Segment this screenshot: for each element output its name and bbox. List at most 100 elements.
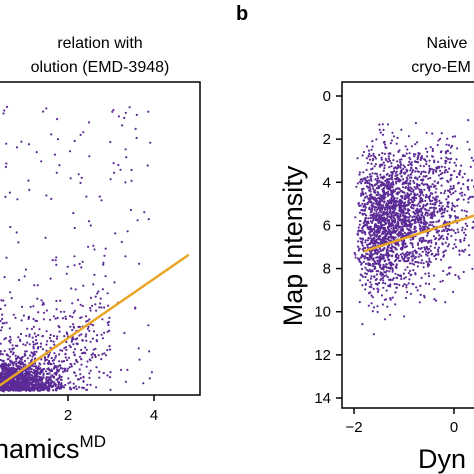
panel-a-point: [74, 385, 77, 388]
panel-b-point: [386, 220, 389, 223]
panel-b-point: [413, 155, 416, 158]
panel-a-point: [108, 348, 112, 351]
panel-a-point: [31, 371, 34, 374]
panel-b-point: [415, 141, 419, 144]
panel-b-point: [422, 262, 425, 265]
panel-b-y-tick-10: 10: [314, 304, 331, 321]
panel-a-point: [47, 355, 50, 358]
panel-a-point: [44, 236, 47, 239]
panel-b-point: [465, 210, 468, 213]
panel-b-point: [399, 215, 402, 218]
panel-b-point: [428, 213, 431, 216]
panel-b-y-tick-4: 4: [323, 174, 331, 191]
panel-b-point: [448, 161, 451, 164]
panel-b-point: [428, 189, 431, 192]
panel-a-point: [17, 241, 20, 244]
panel-b-point: [379, 241, 382, 244]
panel-a-point: [24, 344, 27, 347]
panel-b-point: [370, 302, 373, 305]
panel-b-point: [409, 226, 412, 229]
panel-a-point: [0, 319, 2, 323]
panel-a-point: [3, 276, 6, 279]
panel-b-point: [391, 195, 394, 198]
panel-a-point: [55, 299, 58, 303]
panel-a-point: [69, 388, 72, 391]
panel-b-point: [454, 245, 458, 249]
panel-b-point: [403, 201, 406, 204]
panel-b-point: [382, 263, 385, 266]
panel-a-point: [67, 356, 70, 359]
panel-b-point: [423, 246, 426, 249]
panel-a-point: [67, 382, 70, 385]
panel-a-point: [80, 316, 83, 319]
panel-b-point: [385, 251, 388, 254]
panel-a-point: [33, 332, 36, 335]
panel-a-point: [106, 374, 109, 377]
panel-b-point: [376, 177, 379, 180]
panel-b-point: [409, 179, 412, 182]
panel-b-point: [394, 200, 398, 203]
panel-b-point: [462, 270, 465, 274]
panel-b-point: [416, 156, 420, 159]
panel-b-point: [375, 212, 378, 215]
panel-a-point: [50, 381, 54, 384]
panel-b-point: [410, 145, 414, 148]
panel-a-point: [92, 330, 96, 333]
panel-b-point: [420, 246, 423, 250]
panel-b-point: [412, 190, 415, 193]
panel-a-point: [81, 339, 84, 342]
panel-b-point: [431, 132, 434, 135]
panel-b-point: [356, 232, 359, 236]
panel-a-point: [68, 344, 71, 347]
panel-a-point: [70, 287, 73, 290]
panel-b-point: [399, 253, 403, 256]
panel-a-point: [128, 106, 131, 109]
panel-b-point: [409, 214, 412, 217]
panel-b-point: [412, 255, 415, 258]
panel-b-point: [364, 255, 367, 258]
panel-b-point: [455, 164, 458, 167]
panel-b-point: [386, 185, 389, 188]
panel-a-point: [28, 382, 31, 385]
panel-a-point: [32, 317, 35, 321]
panel-a-point: [0, 317, 4, 321]
panel-b-point: [444, 227, 448, 230]
panel-b-point: [455, 158, 458, 161]
panel-a-point: [26, 357, 29, 360]
panel-b-point: [369, 217, 372, 220]
panel-a-point: [55, 366, 58, 369]
panel-b-point: [420, 157, 424, 160]
panel-b-point: [396, 160, 399, 163]
panel-b-point: [461, 226, 464, 229]
panel-b-point: [383, 216, 386, 219]
panel-b-point: [402, 164, 405, 167]
panel-b-point: [451, 144, 454, 147]
panel-a-point: [149, 141, 152, 144]
panel-b-point: [405, 179, 408, 182]
panel-b-point: [425, 160, 428, 163]
panel-b-point: [372, 263, 375, 266]
panel-b-point: [371, 296, 374, 299]
panel-a-point: [0, 387, 3, 390]
panel-a-point: [32, 369, 36, 372]
panel-b-point: [392, 204, 395, 207]
panel-b-point: [409, 169, 412, 172]
panel-a-point: [135, 136, 138, 140]
panel-b-point: [380, 163, 384, 166]
panel-b-point: [453, 161, 456, 164]
panel-b-point: [432, 221, 435, 224]
panel-b-letter: b: [236, 3, 248, 25]
panel-b-y-tick-14: 14: [314, 390, 331, 407]
panel-b-point: [377, 259, 380, 263]
panel-b-point: [423, 248, 427, 251]
panel-a-point: [71, 315, 74, 319]
panel-a-point: [47, 378, 50, 382]
panel-b-point: [369, 227, 372, 230]
panel-b-point: [398, 283, 401, 287]
panel-b-point: [426, 248, 429, 251]
panel-b-point: [433, 298, 436, 301]
panel-b-point: [400, 222, 403, 226]
panel-a-point: [58, 360, 61, 363]
panel-b-point: [368, 152, 371, 155]
panel-b-point: [371, 172, 374, 175]
